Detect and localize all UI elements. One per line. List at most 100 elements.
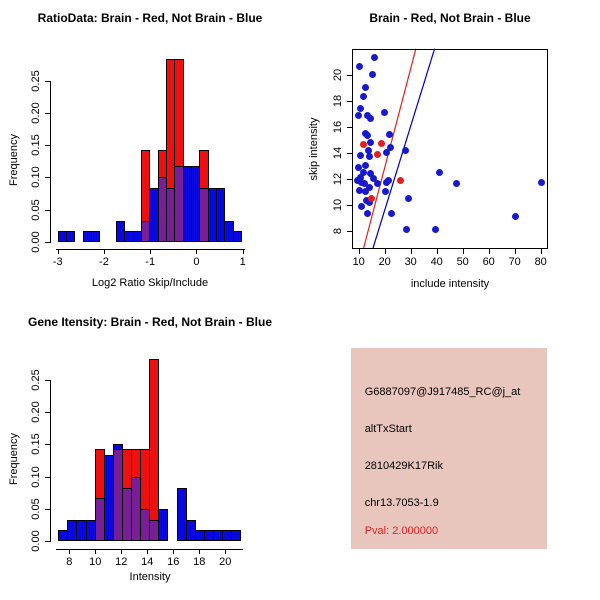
data-point-blue [402, 146, 409, 154]
scatter-plot-box [351, 49, 549, 250]
x-tick-label: -3 [52, 256, 63, 268]
y-tick-label: 0.25 [30, 69, 42, 92]
data-point-red [378, 140, 386, 148]
data-point-blue [366, 198, 374, 206]
x-axis-tick [147, 549, 149, 554]
x-tick-label: 80 [534, 256, 547, 268]
data-point-blue [452, 180, 460, 188]
y-tick-label: 0.20 [30, 102, 42, 124]
y-tick-label: 14 [332, 146, 344, 159]
y-axis-line [50, 380, 51, 542]
hist-bar-blue [158, 508, 169, 541]
y-axis-tick [346, 152, 352, 154]
probe-id-text: G6887097@J917485_RC@j_at [364, 386, 521, 399]
scatter-title: Brain - Red, Not Brain - Blue [369, 11, 531, 25]
data-point-blue [404, 194, 412, 202]
ratio-hist-ylabel: Frequency [8, 134, 20, 186]
y-tick-label: 0.20 [30, 401, 42, 423]
data-point-blue [362, 188, 370, 196]
y-tick-label: 0.15 [30, 134, 42, 156]
x-tick-label: 1 [239, 256, 246, 268]
data-point-blue [382, 188, 390, 196]
x-tick-label: 30 [404, 256, 417, 268]
y-tick-label: 0.05 [30, 198, 42, 221]
y-tick-label: 10 [332, 198, 344, 211]
y-tick-label: 0.15 [30, 433, 42, 456]
data-point-blue [363, 111, 371, 119]
data-point-blue [385, 176, 393, 184]
x-axis-tick [436, 249, 438, 255]
data-point-blue [363, 132, 371, 140]
scatter-ylabel: skip intensity [308, 117, 320, 181]
x-axis-tick [242, 249, 244, 254]
x-axis-tick [462, 249, 464, 255]
data-point-red [368, 194, 376, 202]
y-tick-label: 20 [332, 68, 344, 81]
data-point-blue [359, 168, 367, 176]
data-point-blue [435, 168, 443, 176]
gene-hist-xlabel: Intensity [129, 571, 171, 583]
data-point-blue [354, 163, 362, 171]
data-point-red [374, 150, 382, 158]
data-point-blue [358, 202, 366, 210]
gene-name-text: 2810429K17Rik [364, 460, 443, 473]
x-tick-label: 12 [115, 556, 128, 568]
data-point-blue [357, 105, 365, 112]
scatter-xlabel: include intensity [410, 278, 490, 290]
data-point-blue [355, 63, 363, 71]
gene-hist-ylabel: Frequency [8, 433, 20, 485]
data-point-blue [367, 138, 375, 146]
x-tick-label: 20 [219, 556, 232, 568]
x-tick-label: 18 [193, 556, 206, 568]
y-tick-label: 16 [332, 120, 344, 133]
x-axis-tick [95, 549, 97, 554]
x-axis-tick [173, 549, 175, 554]
x-axis-tick [410, 249, 412, 255]
data-point-blue [361, 180, 369, 188]
data-point-blue [354, 111, 362, 119]
data-point-blue [354, 176, 362, 184]
x-tick-label: 16 [167, 556, 180, 568]
y-tick-label: 0.00 [30, 231, 42, 253]
hist-bar-blue [66, 231, 76, 242]
y-axis-tick [45, 242, 50, 243]
x-axis-tick [540, 249, 542, 255]
data-point-blue [360, 93, 368, 101]
y-axis-tick [45, 444, 50, 446]
x-tick-label: 0 [193, 256, 200, 268]
hist-bar-blue [215, 188, 226, 242]
data-point-blue [386, 131, 394, 138]
y-axis-tick [45, 412, 50, 414]
y-tick-label: 0.05 [30, 498, 42, 520]
data-point-blue [387, 144, 395, 151]
event-type-text: altTxStart [364, 423, 412, 436]
data-point-blue [402, 225, 410, 233]
x-tick-label: 14 [141, 556, 154, 568]
data-point-blue [365, 184, 373, 192]
x-axis-tick [488, 249, 490, 255]
y-axis-tick [45, 541, 50, 542]
x-tick-label: 8 [66, 556, 73, 568]
x-axis-tick [103, 249, 105, 254]
x-axis-tick [384, 249, 386, 255]
data-point-blue [368, 71, 376, 79]
y-axis-tick [45, 209, 50, 211]
y-axis-tick [45, 508, 50, 510]
y-tick-label: 0.10 [30, 166, 42, 189]
y-axis-tick [346, 178, 352, 180]
x-axis-tick [199, 549, 201, 554]
x-tick-label: 20 [378, 256, 391, 268]
y-axis-tick [45, 380, 50, 381]
x-tick-label: -1 [145, 256, 156, 268]
data-point-blue [367, 170, 375, 177]
x-tick-label: 10 [89, 556, 102, 568]
y-tick-label: 0.00 [30, 530, 42, 552]
y-axis-tick [45, 177, 50, 179]
data-point-blue [362, 84, 370, 92]
y-axis-line [50, 80, 51, 243]
x-axis-tick [150, 249, 152, 254]
y-axis-tick [45, 112, 50, 114]
x-tick-label: 10 [352, 256, 365, 268]
data-point-blue [364, 146, 372, 154]
